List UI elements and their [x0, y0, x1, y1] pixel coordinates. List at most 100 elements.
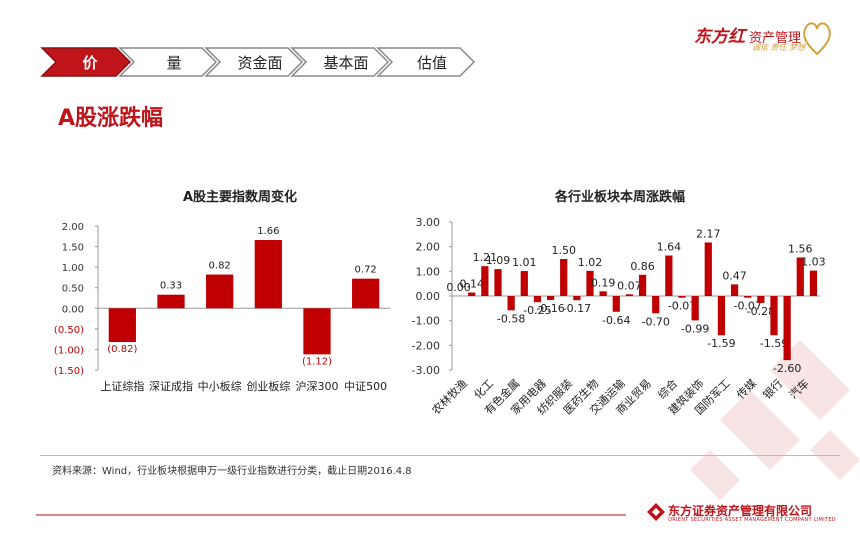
bar [783, 296, 791, 361]
data-label: -0.07 [668, 300, 696, 313]
bar [625, 294, 634, 296]
bar [652, 296, 660, 314]
data-label: -0.25 [523, 304, 551, 317]
bar [108, 308, 136, 343]
brand-logo: 东方红 资产管理 诚信 责任 梦想 [694, 22, 805, 52]
tab-volume[interactable]: 量 [166, 54, 182, 72]
bar [573, 296, 581, 301]
data-label: 1.02 [578, 256, 603, 269]
data-label: 1.09 [486, 254, 511, 267]
bar [254, 239, 282, 309]
data-label: 1.21 [473, 251, 498, 264]
tab-bar [40, 47, 476, 77]
y-tick-label: 0.50 [62, 284, 84, 295]
data-label: -0.07 [733, 300, 761, 313]
tab-shape-4[interactable] [376, 47, 476, 77]
x-tick-label: 创业板综 [246, 379, 290, 393]
bar [744, 296, 752, 298]
x-tick-label: 中小板综 [198, 379, 242, 393]
bar [352, 278, 380, 309]
source-divider [40, 455, 840, 456]
tab-valuation[interactable]: 估值 [416, 54, 447, 72]
data-label: -0.16 [536, 302, 564, 315]
bar [796, 257, 804, 296]
data-label: -0.64 [602, 314, 630, 327]
data-label: 1.66 [257, 226, 279, 237]
data-label: 0.47 [722, 269, 747, 282]
bar [678, 296, 686, 298]
data-label: -0.99 [681, 322, 709, 335]
company-name-en: ORIENT SECURITIES ASSET MANAGEMENT COMPA… [668, 517, 836, 523]
bar [507, 296, 515, 311]
bar [730, 284, 739, 296]
x-tick-label: 深证成指 [149, 379, 193, 393]
bar [560, 259, 568, 296]
y-tick-label: 1.50 [62, 243, 84, 254]
chart2-title: 各行业板块本周涨跌幅 [554, 190, 685, 205]
bar [665, 255, 673, 296]
page-title: A股涨跌幅 [58, 106, 164, 131]
heart-icon [803, 22, 831, 56]
data-label: 0.00 [446, 281, 471, 294]
bar [599, 291, 607, 296]
x-tick-label: 银行 [760, 376, 785, 401]
y-tick-label: 3.00 [416, 216, 441, 229]
y-tick-label: (0.50) [54, 325, 84, 336]
data-label: 0.86 [630, 260, 655, 273]
bar [546, 296, 555, 300]
data-label: -2.60 [773, 362, 801, 375]
y-tick-label: 0.00 [62, 304, 84, 315]
bar [809, 270, 818, 296]
data-label: (1.12) [302, 356, 332, 367]
data-label: -0.17 [563, 302, 591, 315]
tab-shape-1[interactable] [118, 47, 218, 77]
data-label: -0.58 [497, 312, 525, 325]
bar [612, 296, 620, 312]
data-label: 1.64 [657, 241, 682, 254]
x-tick-label: 上证综指 [100, 379, 144, 393]
data-label: 0.72 [355, 265, 377, 276]
data-label: 1.50 [551, 244, 576, 257]
chart1-title: A股主要指数周变化 [182, 190, 298, 205]
tab-shape-2[interactable] [204, 47, 304, 77]
tab-shape-3[interactable] [290, 47, 390, 77]
tab-capital[interactable]: 资金面 [237, 54, 283, 72]
y-tick-label: -3.00 [412, 364, 440, 377]
tab-shape-0[interactable] [40, 47, 132, 77]
bar [704, 242, 712, 296]
data-label: 1.56 [788, 243, 813, 256]
bar [157, 294, 185, 309]
y-tick-label: -1.00 [412, 315, 440, 328]
x-tick-label: 中证500 [344, 380, 387, 393]
data-label: -0.28 [747, 305, 775, 318]
x-tick-label: 农林牧渔 [429, 376, 470, 417]
footer-line [36, 514, 626, 516]
y-tick-label: (1.50) [54, 366, 84, 377]
y-tick-label: (1.00) [54, 345, 84, 356]
bar [533, 296, 542, 303]
bar [586, 270, 594, 296]
data-label: 0.33 [160, 281, 182, 292]
bar [468, 292, 476, 296]
x-tick-label: 汽车 [786, 376, 811, 401]
bar [770, 296, 778, 336]
brand-sub: 资产管理 [749, 31, 802, 46]
bar [691, 296, 699, 321]
data-label: 0.07 [617, 279, 642, 292]
data-label: -1.59 [707, 337, 735, 350]
x-tick-label: 传媒 [734, 377, 759, 402]
y-tick-label: 1.00 [416, 265, 441, 278]
bar [717, 296, 726, 336]
brand-slogan: 诚信 责任 梦想 [752, 43, 806, 52]
tab-fundamentals[interactable]: 基本面 [323, 54, 369, 72]
bar [757, 296, 765, 303]
data-label: -0.70 [641, 315, 669, 328]
data-label: 0.82 [209, 261, 231, 272]
y-tick-label: -2.00 [412, 339, 440, 352]
data-label: -1.59 [760, 337, 788, 350]
company-logo-icon [647, 503, 665, 521]
tab-price[interactable]: 价 [82, 54, 98, 72]
data-label: 0.19 [591, 276, 616, 289]
x-tick-label: 沪深300 [296, 379, 339, 393]
y-tick-label: 0.00 [416, 290, 441, 303]
